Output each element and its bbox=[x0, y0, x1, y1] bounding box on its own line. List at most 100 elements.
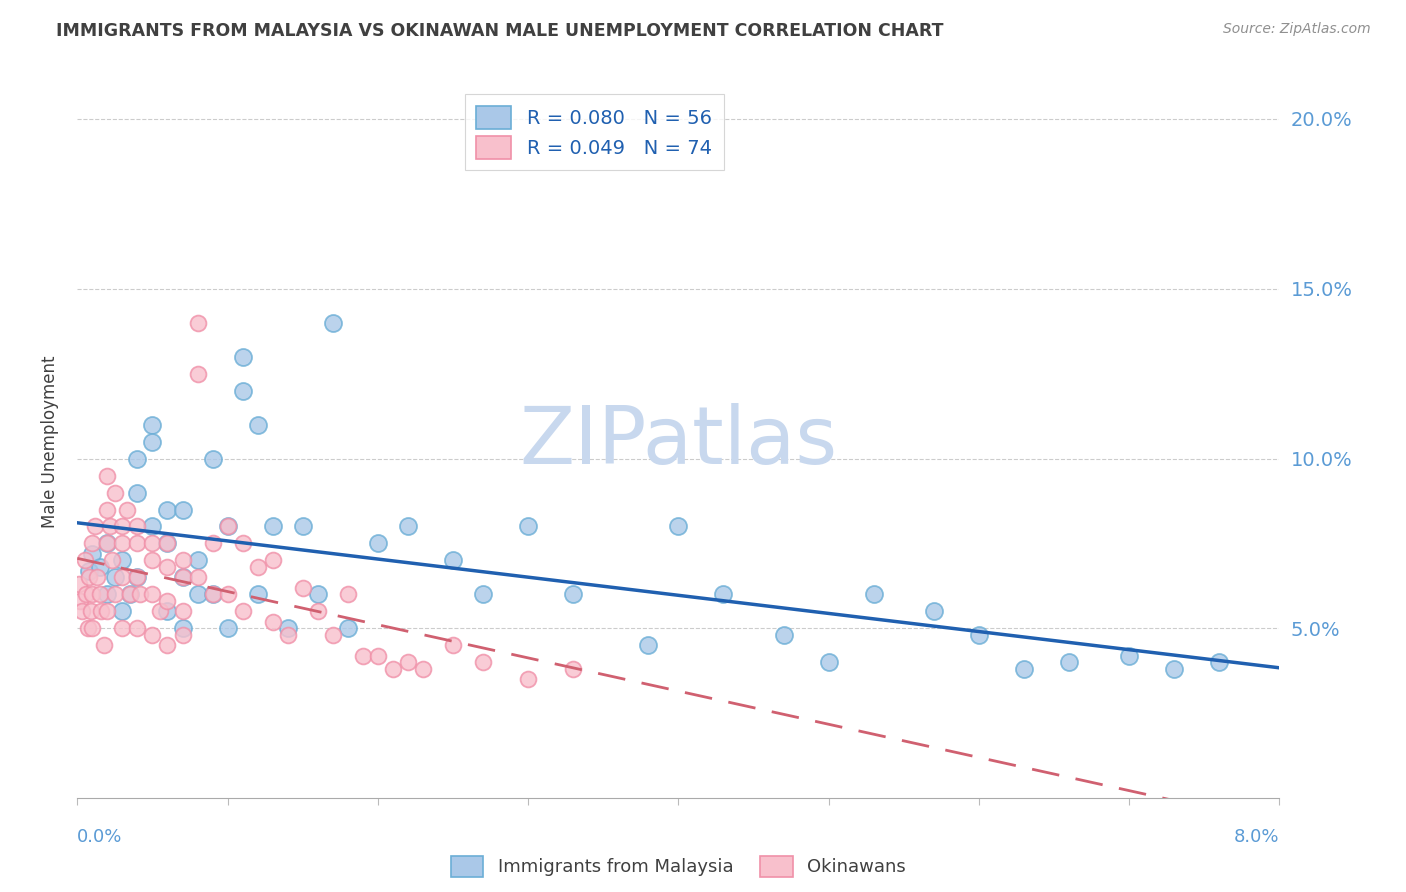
Point bbox=[129, 587, 152, 601]
Point bbox=[201, 451, 224, 466]
Point bbox=[277, 622, 299, 636]
Point bbox=[90, 604, 112, 618]
Point bbox=[82, 536, 104, 550]
Point bbox=[336, 622, 359, 636]
Point bbox=[396, 656, 419, 670]
Point bbox=[73, 553, 96, 567]
Point bbox=[307, 587, 329, 601]
Point bbox=[291, 519, 314, 533]
Point bbox=[69, 594, 91, 608]
Point bbox=[307, 604, 329, 618]
Point bbox=[93, 639, 115, 653]
Point bbox=[141, 553, 163, 567]
Point bbox=[127, 485, 149, 500]
Point bbox=[156, 604, 179, 618]
Point bbox=[79, 570, 101, 584]
Point bbox=[127, 519, 149, 533]
Point bbox=[127, 622, 149, 636]
Point bbox=[172, 604, 194, 618]
Point bbox=[89, 587, 111, 601]
Point bbox=[141, 417, 163, 432]
Point bbox=[67, 577, 90, 591]
Point bbox=[149, 604, 172, 618]
Text: IMMIGRANTS FROM MALAYSIA VS OKINAWAN MALE UNEMPLOYMENT CORRELATION CHART: IMMIGRANTS FROM MALAYSIA VS OKINAWAN MAL… bbox=[56, 22, 943, 40]
Point bbox=[104, 485, 127, 500]
Y-axis label: Male Unemployment: Male Unemployment bbox=[41, 355, 59, 528]
Point bbox=[217, 519, 239, 533]
Point bbox=[141, 628, 163, 642]
Point bbox=[156, 594, 179, 608]
Point bbox=[187, 553, 209, 567]
Point bbox=[441, 553, 464, 567]
Point bbox=[127, 570, 149, 584]
Point bbox=[217, 587, 239, 601]
Point bbox=[562, 587, 585, 601]
Point bbox=[967, 628, 990, 642]
Point bbox=[79, 564, 101, 578]
Text: Source: ZipAtlas.com: Source: ZipAtlas.com bbox=[1223, 22, 1371, 37]
Point bbox=[156, 560, 179, 574]
Point bbox=[291, 581, 314, 595]
Point bbox=[75, 587, 97, 601]
Point bbox=[127, 536, 149, 550]
Point bbox=[367, 648, 389, 663]
Point bbox=[111, 570, 134, 584]
Point bbox=[201, 587, 224, 601]
Point bbox=[187, 316, 209, 330]
Point bbox=[1163, 662, 1185, 676]
Point bbox=[381, 662, 404, 676]
Text: 0.0%: 0.0% bbox=[77, 828, 122, 846]
Point bbox=[172, 622, 194, 636]
Point bbox=[101, 553, 124, 567]
Point bbox=[96, 468, 118, 483]
Point bbox=[637, 639, 659, 653]
Point bbox=[441, 639, 464, 653]
Point bbox=[100, 519, 122, 533]
Point bbox=[89, 560, 111, 574]
Point bbox=[172, 570, 194, 584]
Point bbox=[352, 648, 374, 663]
Point bbox=[201, 587, 224, 601]
Point bbox=[80, 604, 103, 618]
Point bbox=[322, 316, 344, 330]
Point bbox=[1118, 648, 1140, 663]
Point bbox=[76, 622, 98, 636]
Point bbox=[262, 615, 284, 629]
Point bbox=[86, 570, 108, 584]
Point bbox=[1012, 662, 1035, 676]
Point bbox=[517, 673, 540, 687]
Point bbox=[472, 656, 495, 670]
Point bbox=[862, 587, 884, 601]
Point bbox=[201, 536, 224, 550]
Point bbox=[104, 587, 127, 601]
Point bbox=[232, 536, 254, 550]
Point bbox=[713, 587, 735, 601]
Point bbox=[141, 434, 163, 449]
Point bbox=[96, 587, 118, 601]
Point bbox=[172, 553, 194, 567]
Point bbox=[668, 519, 690, 533]
Point bbox=[367, 536, 389, 550]
Point bbox=[336, 587, 359, 601]
Point bbox=[1208, 656, 1230, 670]
Point bbox=[246, 560, 269, 574]
Point bbox=[817, 656, 839, 670]
Point bbox=[111, 536, 134, 550]
Point bbox=[104, 570, 127, 584]
Point bbox=[246, 417, 269, 432]
Point bbox=[141, 587, 163, 601]
Point bbox=[118, 587, 141, 601]
Legend: R = 0.080   N = 56, R = 0.049   N = 74: R = 0.080 N = 56, R = 0.049 N = 74 bbox=[465, 95, 724, 170]
Point bbox=[1057, 656, 1080, 670]
Point bbox=[141, 519, 163, 533]
Point bbox=[232, 604, 254, 618]
Point bbox=[118, 587, 141, 601]
Point bbox=[277, 628, 299, 642]
Point bbox=[232, 350, 254, 364]
Point bbox=[187, 587, 209, 601]
Point bbox=[115, 502, 138, 516]
Point bbox=[111, 553, 134, 567]
Point bbox=[172, 570, 194, 584]
Point bbox=[70, 604, 93, 618]
Point bbox=[322, 628, 344, 642]
